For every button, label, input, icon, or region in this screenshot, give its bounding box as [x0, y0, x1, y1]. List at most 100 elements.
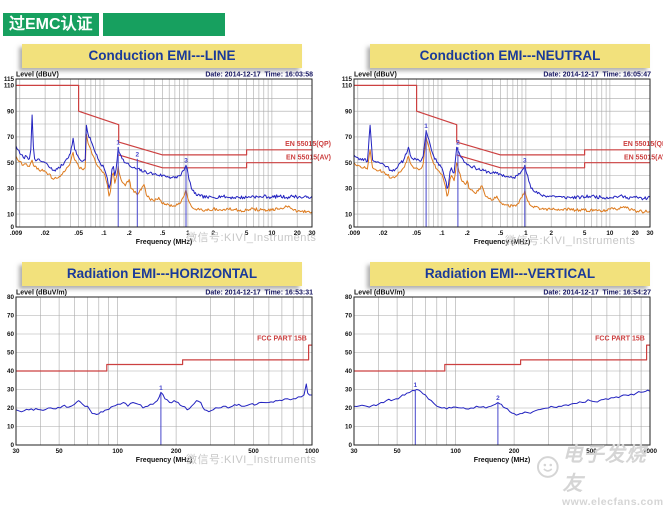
svg-text:20: 20: [294, 230, 302, 237]
svg-text:30: 30: [7, 387, 15, 394]
elecfans-brand-url: www.elecfans.com: [562, 496, 663, 508]
svg-text:30: 30: [646, 230, 654, 237]
svg-text:Date: 2014-12-17 Time: 16:05:: Date: 2014-12-17 Time: 16:05:47: [543, 72, 651, 79]
svg-text:FCC PART 15B: FCC PART 15B: [257, 336, 307, 343]
svg-text:50: 50: [394, 448, 402, 455]
svg-text:60: 60: [7, 331, 15, 338]
svg-text:Frequency (MHz): Frequency (MHz): [136, 239, 192, 246]
svg-text:30: 30: [7, 186, 15, 193]
elecfans-watermark: 电子发烧友 www.elecfans.com: [536, 438, 663, 508]
svg-text:3: 3: [184, 158, 188, 165]
svg-text:.5: .5: [498, 230, 504, 237]
svg-text:90: 90: [345, 108, 353, 115]
emi-chart-figure: EN 55015(QP)EN 55015(AV)1231151109070503…: [4, 72, 331, 247]
svg-text:2: 2: [211, 230, 215, 237]
svg-text:Frequency (MHz): Frequency (MHz): [474, 239, 530, 246]
elecfans-logo-icon: [536, 456, 559, 478]
svg-text:70: 70: [7, 313, 15, 320]
svg-text:30: 30: [308, 230, 316, 237]
svg-text:EN 55015(QP): EN 55015(QP): [623, 141, 663, 148]
svg-text:.009: .009: [348, 230, 361, 237]
svg-text:2: 2: [496, 395, 500, 402]
svg-text:10: 10: [606, 230, 614, 237]
svg-text:1: 1: [159, 385, 163, 392]
svg-text:EN 55015(QP): EN 55015(QP): [285, 141, 331, 148]
svg-text:50: 50: [56, 448, 64, 455]
page-header: 过EMC认证: [3, 13, 225, 36]
svg-text:.05: .05: [74, 230, 83, 237]
chart-title-radiation-horizontal: Radiation EMI---HORIZONTAL: [22, 262, 302, 286]
svg-text:115: 115: [4, 76, 15, 83]
svg-text:3: 3: [523, 158, 527, 165]
svg-text:115: 115: [342, 76, 353, 83]
chart-panel-radiation-horizontal: Radiation EMI---HORIZONTAL FCC PART 15B 1…: [2, 262, 334, 466]
svg-text:90: 90: [7, 108, 15, 115]
svg-text:110: 110: [342, 83, 353, 90]
chart-canvas-radiation-vertical: FCC PART 15B 1 2 80 70 60 50 40 30 20 10 0 30 50 100 20…: [340, 289, 663, 466]
svg-text:10: 10: [345, 424, 353, 431]
svg-text:2: 2: [549, 230, 553, 237]
svg-text:.2: .2: [465, 230, 471, 237]
svg-text:5: 5: [245, 230, 249, 237]
svg-text:50: 50: [345, 160, 353, 167]
svg-text:500: 500: [248, 448, 259, 455]
emi-chart-figure: EN 55015(QP)EN 55015(AV)1231151109070503…: [342, 72, 663, 247]
svg-text:FCC PART 15B: FCC PART 15B: [595, 336, 645, 343]
chart-title-radiation-vertical: Radiation EMI---VERTICAL: [370, 262, 650, 286]
svg-text:20: 20: [7, 405, 15, 412]
svg-text:50: 50: [7, 160, 15, 167]
svg-text:1: 1: [116, 140, 120, 147]
svg-text:5: 5: [583, 230, 587, 237]
svg-text:2: 2: [456, 140, 460, 147]
chart-title-conduction-neutral: Conduction EMI---NEUTRAL: [370, 44, 650, 68]
header-green-bar: [102, 13, 225, 36]
svg-text:Date: 2014-12-17 Time: 16:03:: Date: 2014-12-17 Time: 16:03:58: [205, 72, 313, 79]
svg-text:Level (dBuV/m): Level (dBuV/m): [354, 290, 405, 297]
svg-text:40: 40: [345, 368, 353, 375]
svg-text:.2: .2: [127, 230, 133, 237]
wechat-watermark: 微信号:KIVI_Instruments: [505, 235, 636, 247]
chart-canvas-conduction-neutral: EN 55015(QP)EN 55015(AV)1231151109070503…: [340, 71, 663, 248]
elecfans-brand-name: 电子发烧友: [562, 444, 647, 495]
svg-text:0: 0: [10, 224, 14, 231]
svg-text:EN 55015(AV): EN 55015(AV): [624, 154, 663, 161]
svg-text:Frequency (MHz): Frequency (MHz): [136, 457, 192, 464]
svg-text:110: 110: [4, 83, 15, 90]
chart-panel-conduction-line: Conduction EMI---LINE EN 55015(QP) EN 550…: [2, 44, 334, 248]
svg-text:0: 0: [10, 442, 14, 449]
svg-text:1000: 1000: [305, 448, 320, 455]
svg-text:70: 70: [7, 134, 15, 141]
svg-text:Level (dBuV): Level (dBuV): [354, 72, 397, 79]
svg-text:30: 30: [345, 387, 353, 394]
svg-text:30: 30: [350, 448, 358, 455]
svg-text:Level (dBuV): Level (dBuV): [16, 72, 59, 79]
svg-text:0: 0: [348, 224, 352, 231]
svg-text:50: 50: [345, 350, 353, 357]
svg-text:.05: .05: [412, 230, 421, 237]
svg-text:10: 10: [268, 230, 276, 237]
svg-text:Level (dBuV/m): Level (dBuV/m): [16, 290, 67, 297]
chart-title-conduction-line: Conduction EMI---LINE: [22, 44, 302, 68]
svg-text:10: 10: [7, 211, 15, 218]
svg-text:Date: 2014-12-17 Time: 16:53:: Date: 2014-12-17 Time: 16:53:31: [205, 290, 313, 297]
wechat-watermark: 微信号:KIVI_Instruments: [186, 232, 317, 244]
chart-canvas-radiation-horizontal: FCC PART 15B 1 80 70 60 50 40 30 20 10 0 30 50 100 200…: [2, 289, 334, 466]
svg-text:10: 10: [7, 424, 15, 431]
svg-text:30: 30: [12, 448, 20, 455]
svg-text:20: 20: [632, 230, 640, 237]
svg-text:100: 100: [112, 448, 123, 455]
svg-text:1: 1: [424, 123, 428, 130]
svg-text:70: 70: [345, 134, 353, 141]
svg-text:1: 1: [524, 230, 528, 237]
chart-canvas-conduction-line: EN 55015(QP) EN 55015(AV) 1 2 3 115 110 90 70 50 3…: [2, 71, 334, 248]
svg-text:EN 55015(AV): EN 55015(AV): [286, 154, 331, 161]
svg-text:500: 500: [586, 448, 597, 455]
wechat-watermark: 微信号:KIVI_Instruments: [186, 454, 317, 466]
svg-text:1000: 1000: [643, 448, 658, 455]
svg-text:.02: .02: [41, 230, 50, 237]
svg-text:2: 2: [135, 151, 139, 158]
svg-text:80: 80: [345, 294, 353, 301]
svg-text:1: 1: [186, 230, 190, 237]
